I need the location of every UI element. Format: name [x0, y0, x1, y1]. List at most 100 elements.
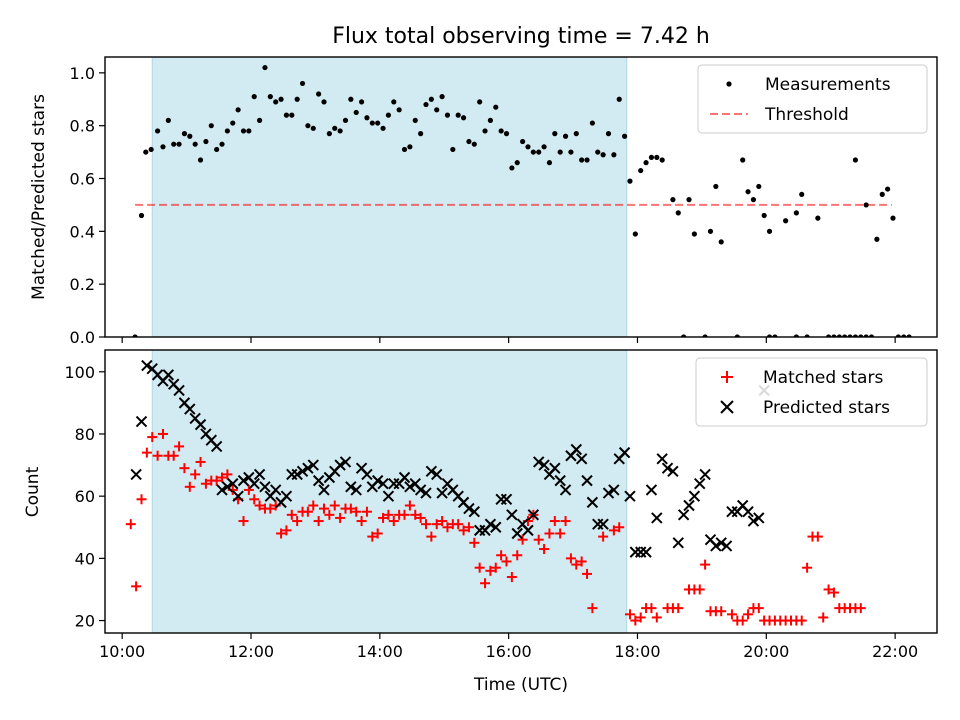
y-tick-label: 0.6	[70, 170, 95, 189]
measurement-point	[503, 131, 510, 137]
matched-stars-point	[437, 516, 448, 527]
measurement-point	[428, 96, 434, 102]
measurement-point	[289, 112, 295, 118]
top-y-axis-label: Matched/Predicted stars	[29, 94, 49, 300]
legend-label: Threshold	[764, 105, 849, 125]
matched-stars-point	[420, 519, 431, 530]
measurement-point	[874, 236, 880, 242]
predicted-stars-point	[586, 496, 599, 509]
predicted-stars-point	[538, 459, 550, 471]
predicted-stars-point	[629, 546, 642, 558]
measurement-point	[155, 128, 161, 134]
matched-stars-point	[249, 494, 260, 505]
predicted-stars-point	[468, 506, 481, 518]
predicted-stars-point	[500, 493, 513, 505]
measurement-point	[525, 144, 531, 150]
matched-stars-point	[190, 469, 201, 480]
measurement-point	[595, 149, 601, 155]
measurement-point	[745, 189, 751, 195]
measurement-point	[691, 231, 697, 237]
predicted-stars-point	[645, 484, 658, 496]
predicted-stars-point	[747, 515, 760, 527]
measurement-point	[611, 152, 617, 158]
x-tick-label: 16:00	[486, 642, 532, 661]
measurement-point	[235, 107, 241, 113]
bottom-panel: 10:00 12:00 14:00 16:00 18:00 20:00 22:00 20 40 6…	[23, 349, 938, 695]
matched-stars-point	[587, 603, 598, 614]
predicted-stars-point	[227, 478, 239, 490]
x-tick-label: 22:00	[872, 642, 918, 661]
measurement-point	[224, 128, 230, 134]
measurement-point	[557, 149, 563, 155]
matched-stars-point	[254, 500, 265, 511]
measurement-point	[605, 131, 612, 137]
predicted-stars-point	[291, 468, 303, 481]
x-tick-label: 14:00	[357, 642, 403, 661]
matched-stars-point	[136, 494, 147, 505]
measurement-point	[482, 128, 488, 134]
matched-stars-point	[168, 450, 179, 461]
matched-stars-point	[426, 531, 437, 542]
measurement-point	[262, 64, 268, 71]
legend-measurement-marker	[726, 81, 732, 87]
matched-stars-point	[383, 509, 394, 520]
measurement-point	[616, 96, 622, 102]
measurement-point	[246, 128, 252, 134]
matched-stars-point	[700, 559, 711, 570]
measurement-point	[401, 146, 408, 153]
matched-stars-point	[463, 522, 474, 533]
predicted-stars-point	[683, 499, 695, 512]
predicted-stars-point	[130, 468, 142, 481]
measurement-point	[214, 146, 220, 153]
predicted-stars-point	[522, 524, 534, 537]
matched-stars-point	[501, 556, 512, 567]
measurement-point	[766, 228, 773, 234]
measurement-point	[342, 117, 349, 123]
measurement-point	[890, 215, 896, 221]
matched-stars-point	[823, 584, 834, 595]
measurement-point	[718, 239, 724, 245]
predicted-stars-point	[135, 415, 148, 428]
predicted-stars-point	[194, 418, 207, 431]
measurement-point	[520, 138, 526, 145]
predicted-stars-point	[173, 384, 185, 397]
predicted-stars-point	[677, 509, 690, 521]
legend-predicted-marker	[720, 400, 734, 414]
predicted-stars-point	[463, 502, 475, 515]
matched-stars-point	[157, 428, 168, 439]
measurement-point	[160, 144, 166, 150]
y-tick-label: 40	[75, 549, 95, 568]
matched-stars-point	[474, 562, 485, 573]
matched-stars-point	[313, 516, 324, 527]
measurement-point	[321, 99, 327, 105]
top-axes-frame	[104, 56, 938, 338]
top-legend: Measurements Threshold	[697, 64, 928, 134]
predicted-stars-point	[425, 465, 438, 477]
matched-stars-point	[410, 509, 421, 520]
predicted-stars-point	[533, 456, 545, 468]
predicted-stars-point	[694, 478, 706, 490]
measurement-point	[546, 160, 553, 166]
matched-stars-point	[673, 603, 684, 614]
matched-stars-point	[496, 550, 507, 561]
legend-label: Measurements	[765, 75, 891, 95]
measurement-point	[852, 157, 859, 163]
measurement-point	[294, 96, 300, 102]
measurement-point	[208, 123, 214, 129]
measurement-point	[568, 149, 574, 155]
matched-stars-point	[796, 615, 807, 626]
measurement-point	[815, 215, 821, 221]
measurement-point	[514, 160, 520, 166]
predicted-stars-point	[608, 484, 620, 496]
matched-stars-point	[512, 550, 523, 561]
matched-stars-point	[560, 516, 571, 527]
matched-stars-point	[147, 432, 158, 443]
predicted-stars-point	[742, 506, 754, 518]
measurement-point	[632, 231, 638, 237]
predicted-stars-point	[431, 468, 443, 481]
matched-stars-point	[372, 528, 383, 539]
matched-stars-point	[630, 615, 641, 626]
predicted-stars-point	[269, 484, 282, 496]
matched-stars-point	[598, 531, 609, 542]
